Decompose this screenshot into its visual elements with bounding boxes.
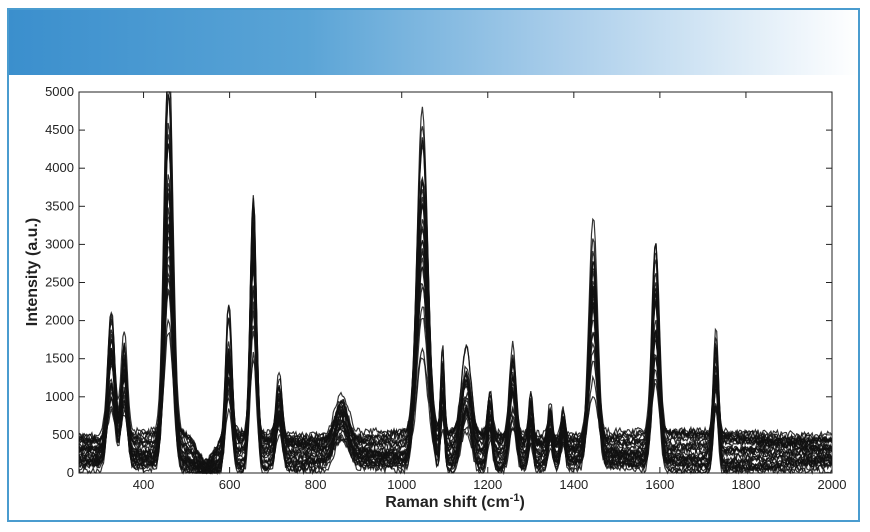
header-banner: [9, 10, 858, 75]
plot-area: [78, 91, 833, 474]
x-tick-label: 600: [219, 477, 241, 492]
x-tick-label: 800: [305, 477, 327, 492]
y-tick-label: 2500: [45, 275, 74, 290]
x-tick-label: 1000: [387, 477, 416, 492]
y-axis-title: Intensity (a.u.): [24, 218, 41, 326]
y-tick-label: 5000: [45, 84, 74, 99]
x-tick-label: 1400: [559, 477, 588, 492]
x-tick-label: 1200: [473, 477, 502, 492]
y-tick-label: 1000: [45, 389, 74, 404]
x-tick-label: 1600: [645, 477, 674, 492]
x-axis-title-close: ): [519, 494, 524, 511]
spectrum-line: [78, 241, 833, 466]
y-axis: 0 500 1000 1500 2000 2500 3000 3500 4000 4500 5000: [45, 84, 832, 480]
y-tick-label: 3000: [45, 236, 74, 251]
spectrum-line: [78, 287, 833, 475]
x-tick-label: 400: [133, 477, 155, 492]
spectrum-line: [78, 230, 832, 475]
y-tick-label: 3500: [45, 198, 74, 213]
spectra-series-group: [78, 91, 833, 476]
x-tick-label: 2000: [818, 477, 847, 492]
x-axis: 400 600 800 1000 1200 1400 1600 1800 2000: [133, 92, 847, 492]
y-tick-label: 4500: [45, 122, 74, 137]
x-tick-label: 1800: [731, 477, 760, 492]
y-tick-label: 0: [67, 465, 74, 480]
y-tick-label: 2000: [45, 313, 74, 328]
x-axis-title-text: Raman shift (cm: [385, 494, 509, 511]
y-tick-label: 1500: [45, 351, 74, 366]
x-axis-title-superscript: -1: [510, 492, 520, 504]
y-tick-label: 500: [52, 427, 74, 442]
y-tick-label: 4000: [45, 160, 74, 175]
x-axis-title: Raman shift (cm-1): [385, 492, 525, 511]
